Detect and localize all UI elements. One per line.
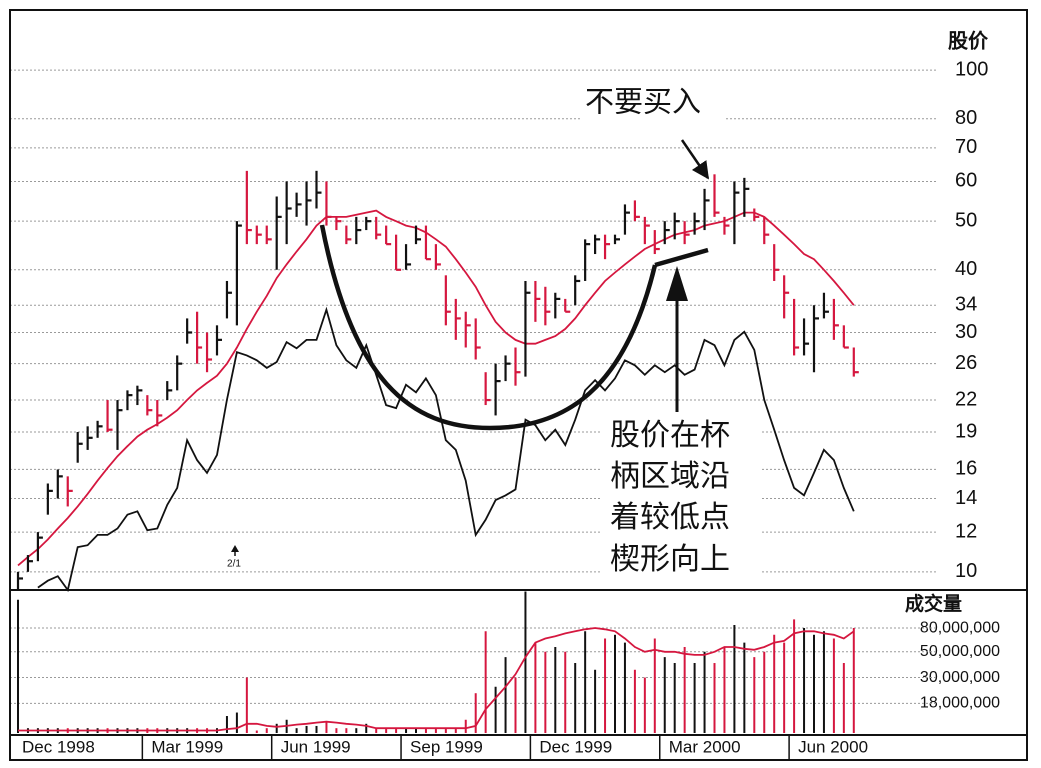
cup-curve [319,224,658,431]
line-series [37,306,855,593]
note-line: 楔形向上 [610,543,730,576]
price-axis-title: 股价 [948,29,989,52]
volume-axis-title: 成交量 [905,592,962,615]
grid: 10 12 14 16 19 22 26 30 34 40 50 60 70 80 100 18,000,00… [10,58,1000,760]
note-line: 柄区域沿 [610,460,730,493]
y-tick-label: 100 [955,58,988,80]
note-line: 着较低点 [610,501,730,534]
handle-line [654,247,709,268]
y-tick-label: 14 [955,487,977,509]
note-arrow-head [666,266,688,301]
y-tick-label: 50 [955,209,977,231]
y-tick-label: 30,000,000 [920,669,1000,686]
x-tick-label: Mar 1999 [151,737,223,756]
split-label: 2/1 [227,559,241,570]
frame [9,9,1028,761]
y-tick-label: 80 [955,107,977,129]
x-tick-label: Mar 2000 [669,737,741,756]
x-tick-label: Dec 1999 [539,737,612,756]
y-tick-label: 16 [955,458,977,480]
y-tick-label: 10 [955,560,977,582]
note-box [600,412,760,588]
y-tick-label: 70 [955,136,977,158]
y-tick-label: 60 [955,170,977,192]
warning-box [580,82,726,126]
y-tick-label: 50,000,000 [920,643,1000,660]
y-tick-label: 12 [955,520,977,542]
x-tick-label: Dec 1998 [22,737,95,756]
y-tick-label: 80,000,000 [920,619,1000,636]
x-tick-label: Jun 1999 [281,737,351,756]
y-tick-label: 30 [955,321,977,343]
y-tick-label: 34 [955,293,977,315]
split-arrow [231,545,239,552]
warning-text: 不要买入 [585,87,701,119]
y-tick-label: 18,000,000 [920,695,1000,712]
marks [16,170,859,733]
y-tick-label: 19 [955,420,977,442]
annotations: 不要买入 股价在杯 柄区域沿 着较低点 楔形向上 2/1 股价 成交量 [227,29,989,615]
warning-arrow [680,139,710,180]
y-tick-label: 22 [955,388,977,410]
y-tick-label: 26 [955,352,977,374]
x-tick-label: Jun 2000 [798,737,868,756]
note-line: 股价在杯 [610,419,730,452]
x-tick-label: Sep 1999 [410,737,483,756]
line-series [18,627,855,732]
y-tick-label: 40 [955,258,977,280]
